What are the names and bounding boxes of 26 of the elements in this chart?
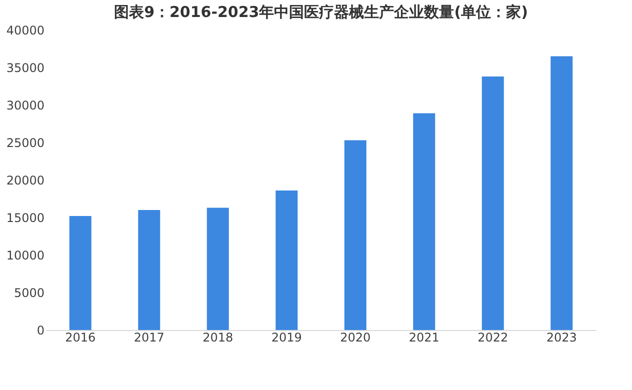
bar (276, 190, 298, 330)
y-tick-label: 35000 (6, 61, 44, 75)
bar (344, 140, 366, 330)
y-tick-label: 10000 (6, 248, 44, 262)
x-tick-label: 2021 (408, 330, 440, 344)
x-tick-label: 2019 (271, 330, 302, 344)
bar (138, 210, 160, 330)
y-tick-label: 0 (36, 324, 44, 338)
bar (69, 216, 92, 330)
y-tick-label: 30000 (6, 98, 44, 112)
y-tick-label: 25000 (6, 136, 44, 150)
bar (482, 76, 504, 330)
x-tick-label: 2022 (478, 330, 508, 344)
y-tick-label: 5000 (14, 286, 44, 300)
bar (413, 113, 436, 330)
y-tick-label: 15000 (6, 211, 44, 225)
chart-title: 图表9：2016-2023年中国医疗器械生产企业数量(单位：家) (114, 3, 528, 21)
bar (550, 56, 573, 330)
y-tick-label: 40000 (6, 24, 44, 38)
bar (206, 208, 229, 330)
x-tick-label: 2016 (65, 330, 96, 344)
x-tick-label: 2018 (202, 330, 234, 344)
x-tick-label: 2023 (546, 330, 577, 344)
x-tick-label: 2017 (134, 330, 164, 344)
y-tick-label: 20000 (6, 174, 44, 188)
x-tick-label: 2020 (340, 330, 371, 344)
